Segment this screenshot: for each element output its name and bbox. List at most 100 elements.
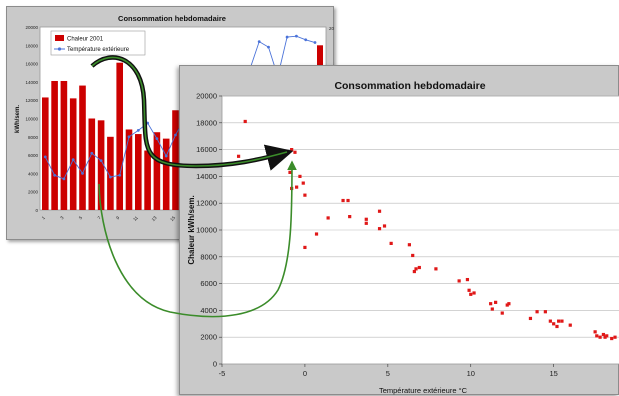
temperature-point — [136, 128, 140, 132]
temperature-point — [267, 45, 270, 49]
scatter-point — [377, 209, 382, 213]
bar-y-tick-label: 20000 — [25, 25, 38, 30]
bar-chaleur — [162, 138, 170, 210]
legend-box — [50, 30, 146, 56]
scatter-point — [382, 224, 387, 228]
scatter-chart: Consommation hebdomadaire Chaleur kWh/se… — [187, 80, 619, 395]
scatter-point — [301, 181, 305, 185]
scatter-x-tick-label: -5 — [219, 369, 226, 378]
temperature-point — [109, 175, 112, 179]
scatter-point — [407, 243, 411, 247]
bar-x-tick-label: 15 — [169, 215, 176, 222]
bar-y-tick-label: 12000 — [25, 98, 38, 103]
bar-chaleur — [144, 150, 151, 210]
green-arrow — [98, 160, 297, 318]
scatter-point — [557, 319, 561, 323]
scatter-point — [298, 174, 302, 178]
temperature-point — [118, 173, 122, 177]
scatter-point — [613, 335, 617, 339]
scatter-point — [411, 253, 415, 258]
scatter-point — [507, 302, 511, 306]
temperature-point — [81, 172, 84, 175]
scatter-point — [568, 323, 572, 327]
temperature-point — [53, 173, 56, 177]
scatter-y-tick-label: 8000 — [200, 252, 217, 261]
temperature-point — [285, 35, 289, 39]
scatter-point — [500, 311, 504, 315]
scatter-x-tick-label: 15 — [549, 369, 557, 378]
temperature-point — [174, 133, 177, 137]
scatter-point — [288, 170, 292, 174]
scatter-x-tick-label: 5 — [386, 369, 390, 378]
scatter-point — [603, 335, 607, 339]
temperature-point — [62, 177, 66, 181]
bar-y-tick-label: 10000 — [25, 117, 38, 122]
scatter-point — [314, 232, 319, 236]
scatter-point — [295, 185, 299, 189]
scatter-point — [535, 310, 539, 314]
weekly-scatter-chart-window: Consommation hebdomadaire Chaleur kWh/se… — [179, 65, 619, 395]
temperature-point — [99, 159, 103, 162]
legend-label-chaleur: Chaleur 2001 — [67, 37, 104, 43]
bar-chaleur — [42, 97, 49, 210]
scatter-point — [543, 310, 547, 314]
scatter-y-tick-label: 6000 — [200, 279, 217, 288]
scatter-point — [505, 303, 509, 307]
legend-marker-temperature — [57, 47, 62, 51]
bar-x-tick-label: 5 — [78, 215, 84, 221]
scatter-x-axis-label: Température extérieure °C — [379, 386, 468, 395]
bar-chaleur — [69, 98, 77, 210]
bar-x-tick-label: 13 — [151, 215, 158, 222]
temperature-point — [127, 135, 131, 139]
bar-chaleur — [51, 80, 58, 210]
bar-y-tick-label: 6000 — [28, 153, 39, 158]
bar-chaleur — [135, 134, 142, 210]
scatter-point — [494, 300, 498, 304]
scatter-y-axis-label: Chaleur kWh/sem. — [187, 195, 196, 264]
temperature-point — [90, 151, 94, 155]
scatter-point — [364, 217, 368, 221]
bar-chaleur — [79, 85, 86, 210]
temperature-point — [257, 40, 261, 44]
scatter-point — [528, 316, 533, 321]
scatter-y-tick-label: 12000 — [196, 199, 217, 208]
bar-x-tick-label: 9 — [115, 215, 121, 221]
scatter-point — [593, 330, 597, 334]
scatter-point — [469, 292, 473, 296]
bar-chaleur — [153, 132, 161, 210]
scatter-x-tick-label: 10 — [467, 369, 475, 378]
scatter-point — [555, 324, 559, 329]
scatter-y-tick-label: 16000 — [196, 145, 217, 154]
scatter-point — [412, 269, 416, 274]
bar-x-tick-label: 11 — [132, 215, 139, 222]
scatter-point — [610, 336, 614, 341]
bar-y-tick-label: 18000 — [25, 43, 38, 48]
bar-chaleur — [125, 129, 133, 210]
bar-y-tick-label: 2000 — [28, 190, 39, 195]
scatter-point — [348, 215, 352, 219]
bar-y-tick-label: 0 — [35, 208, 38, 213]
temperature-point — [155, 137, 159, 141]
legend-label-temperature: Température extérieure — [67, 47, 130, 53]
bar-y2-tick-label: 20 — [329, 26, 335, 31]
bar-chart-title: Consommation hebdomadaire — [118, 14, 226, 23]
temperature-point — [313, 41, 317, 44]
scatter-point — [341, 198, 345, 203]
bar-x-tick-label: 1 — [41, 215, 47, 221]
temperature-point — [43, 155, 47, 159]
bar-y-tick-label: 8000 — [28, 135, 39, 140]
temperature-point — [295, 34, 298, 38]
dark-arrow-outline — [90, 55, 294, 171]
legend-swatch-chaleur — [55, 35, 64, 41]
bar-y-tick-label: 4000 — [28, 171, 39, 176]
scatter-point — [490, 307, 494, 311]
scatter-point — [601, 332, 606, 337]
temperature-point — [304, 38, 308, 42]
scatter-point — [595, 334, 599, 338]
scatter-point — [236, 154, 241, 158]
scatter-point — [326, 216, 330, 220]
scatter-point — [489, 302, 493, 306]
scatter-point — [552, 322, 556, 326]
scatter-point — [389, 241, 393, 245]
